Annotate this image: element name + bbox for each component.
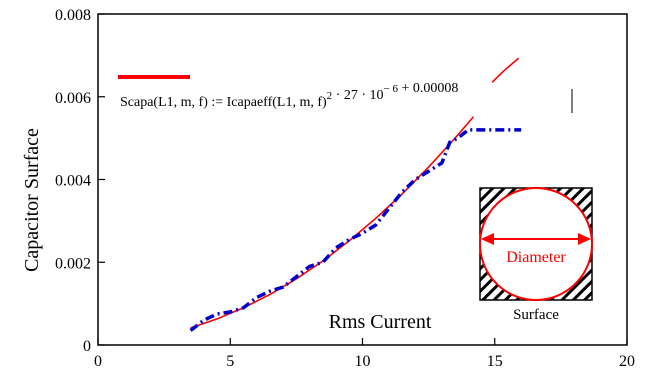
y-axis-label: Capacitor Surface [21, 128, 43, 272]
inset-diagram: Diameter Surface [479, 187, 593, 323]
x-tick-label: 5 [226, 353, 234, 370]
diameter-arrow-right-icon [578, 233, 591, 245]
x-axis-label: Rms Current [329, 311, 432, 333]
y-tick-label: 0.004 [55, 173, 91, 190]
y-tick-label: 0.006 [55, 90, 91, 107]
inset-circle [479, 187, 593, 301]
x-tick-label: 20 [619, 353, 635, 370]
axis-ticks: 0 5 10 15 20 0 0.002 0.004 0.006 0.008 [55, 7, 635, 370]
x-tick-label: 15 [487, 353, 503, 370]
y-tick-label: 0 [83, 338, 91, 355]
series-group [189, 57, 522, 332]
legend-formula: Scapa(L1, m, f) := Icapaeff(L1, m, f)2 ·… [120, 81, 458, 110]
diameter-label: Diameter [506, 249, 566, 266]
series-line-fit-0 [190, 116, 475, 329]
x-tick-label: 10 [355, 353, 371, 370]
x-tick-label: 0 [94, 353, 102, 370]
diameter-arrow-left-icon [481, 233, 494, 245]
series-line-fit-1 [491, 57, 520, 83]
y-tick-label: 0.002 [55, 255, 91, 272]
series-line-measured [189, 128, 522, 332]
inset-caption: Surface [513, 307, 559, 323]
y-tick-label: 0.008 [55, 7, 91, 24]
